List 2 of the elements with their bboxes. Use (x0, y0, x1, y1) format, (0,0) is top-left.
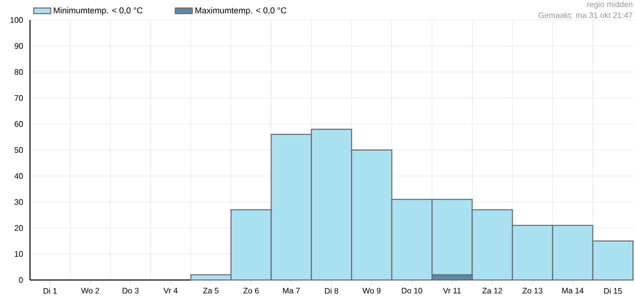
legend-label: Maximumtemp. < 0,0 °C (195, 7, 286, 16)
legend-label: Minimumtemp. < 0,0 °C (54, 7, 142, 16)
